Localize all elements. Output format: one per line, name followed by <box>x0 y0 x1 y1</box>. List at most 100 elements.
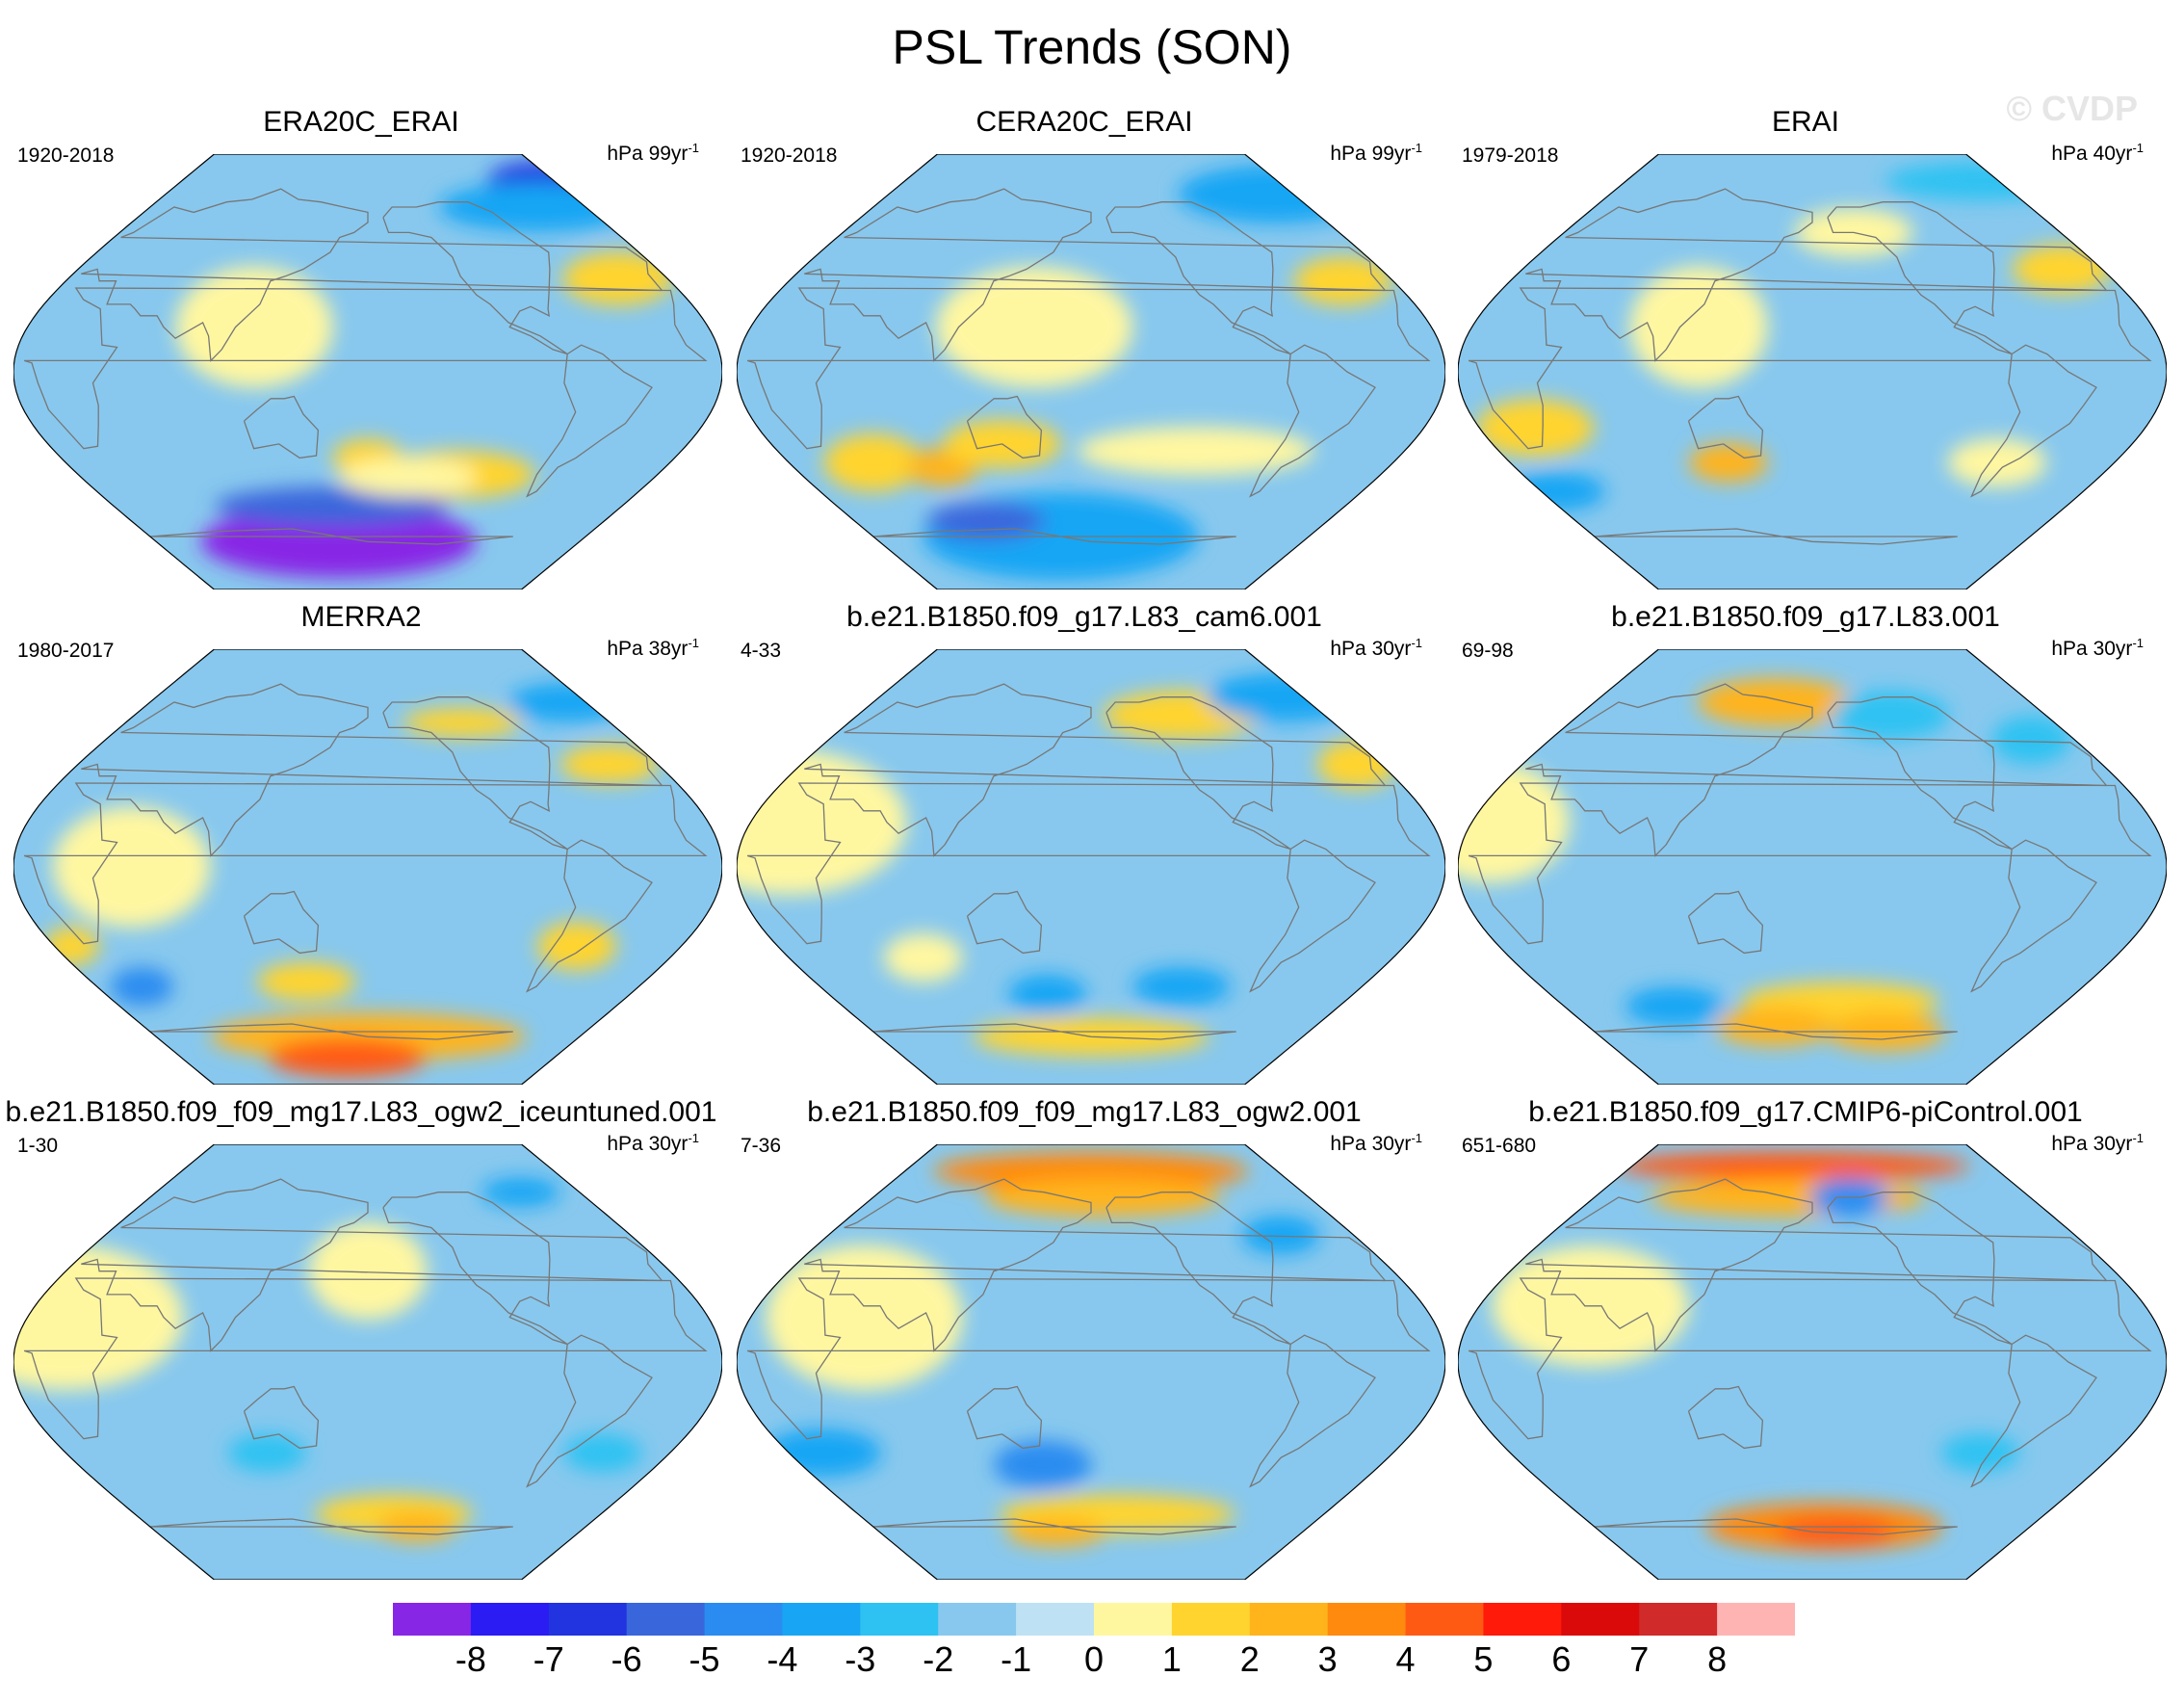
colorbar-tick-label: -6 <box>611 1639 642 1679</box>
coastline <box>966 890 1043 955</box>
coastline <box>23 782 708 945</box>
units-exponent: -1 <box>688 636 699 650</box>
coastline <box>1827 1192 2013 1346</box>
coastline <box>746 782 1431 945</box>
panel-period: 651-680 <box>1462 1135 1537 1157</box>
coastline <box>23 287 708 450</box>
colorbar-swatch <box>470 1603 550 1636</box>
panel-period: 1920-2018 <box>741 144 838 167</box>
base-field <box>13 154 722 590</box>
colorbar-tick-label: -5 <box>689 1639 720 1679</box>
trend-anomaly <box>1715 1007 1834 1046</box>
map-plot <box>13 649 722 1085</box>
trend-anomaly <box>110 967 174 1007</box>
coastline <box>966 395 1043 459</box>
coastline <box>1687 890 1764 955</box>
map-plot <box>737 649 1445 1085</box>
panel-units: hPa 30yr-1 <box>607 1131 699 1156</box>
trend-anomaly <box>13 1244 184 1390</box>
coastline <box>1525 1178 2107 1352</box>
coastline <box>526 344 653 498</box>
panel-title: b.e21.B1850.f09_g17.L83_cam6.001 <box>846 601 1322 633</box>
units-label: hPa 30yr <box>2051 1133 2133 1155</box>
trend-anomaly <box>537 922 616 971</box>
panel-title: b.e21.B1850.f09_g17.CMIP6-piControl.001 <box>1528 1096 2083 1128</box>
coastline <box>804 188 1386 362</box>
panel-period: 1979-2018 <box>1462 144 1559 167</box>
trend-anomaly <box>1178 165 1375 223</box>
map-plot <box>1458 154 2167 590</box>
colorbar-swatch <box>1171 1603 1251 1636</box>
trend-anomaly <box>1206 672 1365 721</box>
panel-units: hPa 40yr-1 <box>2051 141 2144 166</box>
panel-title: ERA20C_ERAI <box>263 106 459 138</box>
coastline <box>81 1178 663 1352</box>
coastline <box>1687 1385 1764 1450</box>
coastline <box>81 188 663 362</box>
map-plot <box>737 154 1445 590</box>
colorbar-tick-label: 1 <box>1161 1639 1182 1679</box>
colorbar-swatch <box>1327 1603 1407 1636</box>
units-exponent: -1 <box>688 1131 699 1145</box>
panel-title: b.e21.B1850.f09_f09_mg17.L83_ogw2_iceunt… <box>5 1096 717 1128</box>
colorbar-tick-label: 3 <box>1317 1639 1338 1679</box>
colorbar-tick-label: -8 <box>455 1639 486 1679</box>
trend-anomaly <box>1077 427 1314 476</box>
colorbar-tick-label: -3 <box>845 1639 876 1679</box>
colorbar-tick-label: -4 <box>767 1639 798 1679</box>
colorbar-tick-label: -1 <box>1001 1639 1032 1679</box>
map-panel: ERAI 1979-2018 hPa 40yr-1 <box>1444 106 2167 590</box>
colorbar-tick-label: 8 <box>1707 1639 1728 1679</box>
trend-anomaly <box>338 458 477 497</box>
units-label: hPa 30yr <box>1330 638 1412 660</box>
trend-anomaly <box>508 682 627 722</box>
colorbar-tick-label: 5 <box>1473 1639 1494 1679</box>
coastline <box>23 1277 708 1440</box>
panel-period: 7-36 <box>741 1135 782 1157</box>
trend-anomaly <box>559 745 659 784</box>
units-label: hPa 99yr <box>607 143 689 165</box>
trend-anomaly <box>1831 691 1950 740</box>
trend-anomaly <box>52 806 211 928</box>
map-border <box>737 154 1445 590</box>
trend-anomaly <box>257 962 356 1002</box>
map-plot <box>1458 1144 2167 1580</box>
colorbar-swatch <box>782 1603 861 1636</box>
map-panel: b.e21.B1850.f09_g17.CMIP6-piControl.001 6… <box>1444 1096 2167 1580</box>
units-exponent: -1 <box>2132 636 2144 650</box>
coastline <box>1970 839 2097 993</box>
panel-units: hPa 30yr-1 <box>2051 1131 2144 1156</box>
trend-anomaly <box>993 1440 1092 1489</box>
map-panel: b.e21.B1850.f09_f09_mg17.L83_ogw2_iceunt… <box>0 1096 722 1580</box>
colorbar-swatch <box>860 1603 939 1636</box>
trend-anomaly <box>1007 974 1087 1013</box>
coastline <box>804 1178 1386 1352</box>
trend-anomaly <box>1629 266 1768 388</box>
coastline <box>1468 287 2152 450</box>
units-exponent: -1 <box>1411 636 1422 650</box>
trend-anomaly <box>883 933 963 982</box>
panel-units: hPa 30yr-1 <box>1330 1131 1422 1156</box>
trend-anomaly <box>268 1038 427 1078</box>
colorbar-swatch <box>1405 1603 1484 1636</box>
map-border <box>737 649 1445 1085</box>
trend-anomaly <box>766 1244 963 1390</box>
coastline <box>746 287 1431 450</box>
colorbar-tick-label: 7 <box>1629 1639 1650 1679</box>
colorbar-swatch <box>1094 1603 1173 1636</box>
coastline <box>1249 344 1376 498</box>
coastline <box>382 696 568 851</box>
trend-anomaly <box>1947 438 2046 487</box>
panel-units: hPa 99yr-1 <box>607 141 699 166</box>
coastline <box>1827 696 2013 851</box>
panel-units: hPa 99yr-1 <box>1330 141 1422 166</box>
map-panel: ERA20C_ERAI 1920-2018 hPa 99yr-1 <box>0 106 722 590</box>
coastline <box>382 1192 568 1346</box>
coastline <box>1970 1334 2097 1488</box>
coastline <box>526 839 653 993</box>
base-field <box>13 649 722 1085</box>
trend-anomaly <box>1241 1216 1320 1255</box>
map-plot <box>737 1144 1445 1580</box>
map-border <box>737 1144 1445 1580</box>
coastline <box>1249 839 1376 993</box>
